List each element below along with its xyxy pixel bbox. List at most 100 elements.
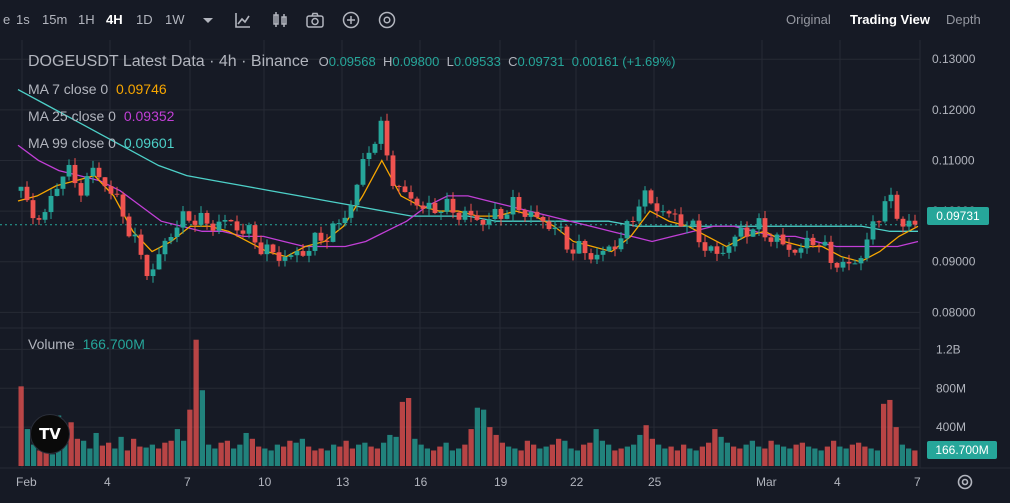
- settings-gear-icon[interactable]: [377, 10, 397, 30]
- candle-body: [42, 212, 48, 220]
- candle-body: [900, 218, 906, 227]
- candle-body: [696, 220, 702, 243]
- volume-bar: [231, 448, 237, 466]
- interval-1d[interactable]: 1D: [136, 12, 153, 27]
- volume-bar: [506, 446, 512, 466]
- candle-body: [240, 230, 246, 234]
- candle-body: [114, 193, 120, 195]
- candle-body: [246, 225, 252, 234]
- candle-body: [558, 226, 564, 228]
- candle-type-icon[interactable]: [270, 10, 290, 30]
- volume-bar: [62, 433, 68, 466]
- camera-icon[interactable]: [305, 10, 325, 30]
- volume-bar: [799, 442, 805, 466]
- candle-body: [408, 192, 414, 199]
- symbol-legend: DOGEUSDT Latest Data · 4h · Binance O0.0…: [28, 53, 675, 71]
- candle-body: [858, 258, 864, 264]
- volume-bar: [149, 444, 155, 466]
- volume-bar: [481, 409, 487, 466]
- volume-bar: [237, 444, 243, 466]
- interval-1s[interactable]: 1s: [16, 12, 30, 27]
- candle-body: [750, 229, 756, 237]
- candle-body: [798, 248, 804, 253]
- volume-bar: [849, 444, 855, 466]
- view-original[interactable]: Original: [786, 12, 831, 27]
- view-trading-view[interactable]: Trading View: [850, 12, 930, 27]
- interval-e[interactable]: e: [3, 12, 11, 27]
- candle-body: [450, 198, 456, 213]
- volume-bar: [743, 444, 749, 466]
- candle-body: [732, 236, 738, 247]
- candlestick-series: [18, 113, 918, 283]
- candle-body: [168, 237, 174, 241]
- volume-bar: [487, 427, 493, 466]
- volume-bar: [206, 444, 212, 466]
- ma25-legend[interactable]: MA 25 close 0 0.09352: [28, 108, 174, 124]
- volume-bar: [474, 407, 480, 466]
- candle-body: [36, 218, 42, 220]
- interval-4h[interactable]: 4H: [106, 12, 123, 27]
- candle-body: [330, 223, 336, 242]
- candle-body: [876, 221, 882, 223]
- volume-bar: [337, 446, 343, 466]
- volume-bar: [224, 440, 230, 466]
- interval-1w[interactable]: 1W: [165, 12, 185, 27]
- add-indicator-icon[interactable]: [341, 10, 361, 30]
- volume-bar: [356, 444, 362, 466]
- candle-body: [228, 220, 234, 222]
- volume-bar: [662, 448, 668, 466]
- candle-body: [366, 152, 372, 160]
- chevron-down-icon[interactable]: [198, 10, 218, 30]
- volume-bar: [787, 448, 793, 466]
- candle-body: [468, 210, 474, 216]
- volume-bar: [737, 448, 743, 466]
- indicator-chart-icon[interactable]: [233, 10, 253, 30]
- view-depth[interactable]: Depth: [946, 12, 981, 27]
- volume-bar: [374, 448, 380, 466]
- time-tick-label: 10: [258, 475, 272, 489]
- volume-bar: [899, 444, 905, 466]
- symbol-title: DOGEUSDT Latest Data · 4h · Binance: [28, 53, 309, 70]
- volume-bar: [243, 432, 249, 466]
- volume-legend[interactable]: Volume 166.700M: [28, 336, 145, 352]
- chart-grid: [0, 40, 1010, 503]
- candle-body: [300, 251, 306, 256]
- volume-bar: [612, 450, 618, 466]
- interval-1h[interactable]: 1H: [78, 12, 95, 27]
- volume-bar: [256, 446, 262, 466]
- candle-body: [360, 159, 366, 185]
- candle-body: [18, 186, 24, 191]
- candle-body: [24, 186, 30, 201]
- low-value: 0.09533: [453, 54, 501, 69]
- ma25-value: 0.09352: [123, 108, 175, 124]
- chart-settings-gear-icon[interactable]: [955, 472, 975, 492]
- ma99-legend[interactable]: MA 99 close 0 0.09601: [28, 135, 174, 151]
- candle-body: [870, 221, 876, 240]
- candle-body: [852, 263, 858, 265]
- candle-body: [612, 246, 618, 250]
- volume-label: Volume: [28, 336, 75, 352]
- candle-body: [516, 197, 522, 211]
- candle-body: [720, 252, 726, 254]
- volume-tick-label: 800M: [936, 381, 966, 395]
- volume-bar: [912, 450, 918, 466]
- interval-15m[interactable]: 15m: [42, 12, 68, 27]
- volume-bar: [856, 442, 862, 466]
- volume-bar: [381, 442, 387, 466]
- ma7-value: 0.09746: [116, 81, 167, 97]
- volume-bar: [312, 450, 318, 466]
- candle-body: [630, 221, 636, 223]
- tradingview-logo[interactable]: TV: [30, 414, 70, 454]
- volume-bar: [631, 444, 637, 466]
- high-label: H: [382, 54, 393, 69]
- candle-body: [540, 217, 546, 222]
- ma7-legend[interactable]: MA 7 close 0 0.09746: [28, 81, 167, 97]
- candle-body: [462, 210, 468, 220]
- candle-body: [474, 215, 480, 220]
- candle-body: [48, 195, 54, 213]
- volume-bar: [893, 427, 899, 466]
- volume-bar: [599, 440, 605, 466]
- volume-bar: [324, 450, 330, 466]
- volume-bar: [331, 444, 337, 466]
